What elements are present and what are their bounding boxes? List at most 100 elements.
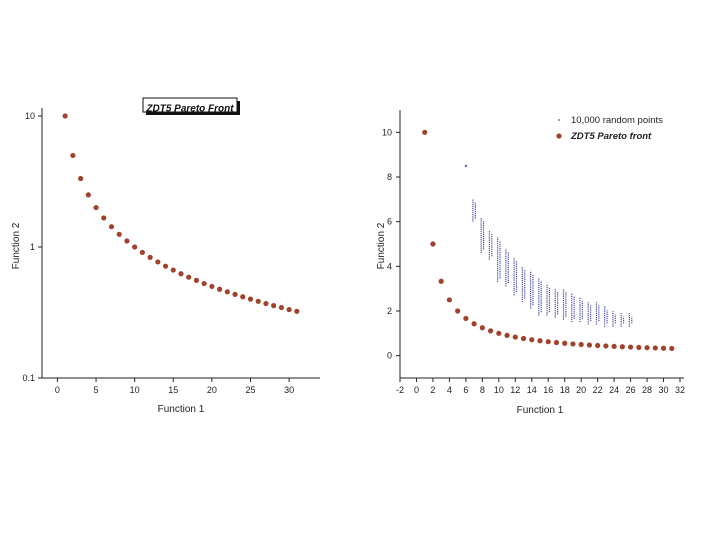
left-x-tick-label: 10 bbox=[130, 385, 140, 395]
right-pareto-point bbox=[438, 278, 444, 284]
right-y-tick-label: 0 bbox=[387, 351, 392, 361]
right-pareto-point bbox=[619, 344, 625, 350]
left-x-tick-label: 30 bbox=[284, 385, 294, 395]
right-pareto-point bbox=[496, 330, 502, 336]
right-pareto-point bbox=[570, 341, 576, 347]
right-pareto-point bbox=[669, 345, 675, 352]
right-legend: 10,000 random points ZDT5 Pareto front bbox=[556, 115, 663, 142]
right-x-tick-label: 18 bbox=[560, 385, 570, 395]
left-pareto-point bbox=[116, 231, 122, 237]
right-pareto-point bbox=[595, 342, 601, 349]
left-pareto-point bbox=[186, 274, 192, 280]
right-pareto-point bbox=[422, 129, 428, 135]
left-pareto-point bbox=[85, 192, 91, 198]
right-pareto-point bbox=[430, 241, 436, 247]
left-pareto-point bbox=[132, 244, 138, 250]
right-pareto-point bbox=[553, 339, 560, 346]
left-y-tick-label: 0.1 bbox=[22, 373, 35, 383]
right-pareto-point bbox=[479, 325, 485, 331]
left-x-axis-label: Function 1 bbox=[158, 404, 205, 415]
right-pareto-point bbox=[627, 344, 634, 350]
right-pareto-point bbox=[463, 315, 469, 322]
left-pareto-point bbox=[101, 215, 107, 221]
left-pareto-point bbox=[247, 296, 254, 302]
right-pareto-point bbox=[537, 338, 543, 344]
right-x-tick-label: 2 bbox=[430, 385, 435, 395]
right-x-tick-label: 24 bbox=[609, 385, 619, 395]
right-pareto-point bbox=[586, 342, 593, 348]
left-pareto-point bbox=[124, 238, 130, 244]
left-x-tick-label: 0 bbox=[55, 385, 60, 395]
right-pareto-point bbox=[578, 341, 584, 348]
right-pareto-point bbox=[446, 297, 453, 303]
right-pareto-point bbox=[636, 344, 642, 351]
left-pareto-point bbox=[147, 254, 153, 260]
right-pareto-point bbox=[512, 334, 518, 340]
left-pareto-point bbox=[294, 308, 300, 314]
right-pareto-point bbox=[562, 340, 568, 346]
left-y-tick-label: 10 bbox=[25, 111, 35, 121]
left-pareto-point bbox=[217, 286, 223, 292]
right-x-tick-label: 0 bbox=[414, 385, 419, 395]
left-chart: ZDT5 Pareto Front 0 5 10 15 20 25 30 0.1 1 10 Fun… bbox=[11, 97, 320, 415]
right-x-tick-label: 20 bbox=[576, 385, 586, 395]
right-pareto-point bbox=[504, 332, 510, 338]
right-x-axis-label: Function 1 bbox=[517, 405, 564, 416]
right-pareto-point bbox=[644, 345, 650, 351]
left-pareto-point bbox=[70, 152, 76, 159]
right-x-tick-label: 10 bbox=[494, 385, 504, 395]
left-x-tick-label: 5 bbox=[94, 385, 99, 395]
right-pareto-point bbox=[487, 328, 494, 334]
right-x-tick-label: 22 bbox=[593, 385, 603, 395]
right-x-tick-label: 6 bbox=[463, 385, 468, 395]
left-x-tick-label: 25 bbox=[245, 385, 255, 395]
right-pareto-point bbox=[471, 321, 477, 327]
left-pareto-point bbox=[209, 283, 215, 290]
legend-marker-random bbox=[558, 119, 560, 121]
right-pareto-point bbox=[455, 308, 461, 314]
left-pareto-point bbox=[78, 175, 84, 182]
right-pareto-point bbox=[611, 343, 617, 349]
right-pareto-point bbox=[545, 339, 551, 345]
right-pareto-point bbox=[652, 345, 658, 351]
left-pareto-point bbox=[93, 204, 99, 211]
right-pareto-point bbox=[529, 337, 535, 343]
left-pareto-point bbox=[162, 263, 169, 269]
right-pareto-point bbox=[603, 343, 609, 349]
left-pareto-point bbox=[155, 259, 161, 265]
right-y-tick-label: 8 bbox=[387, 172, 392, 182]
left-x-tick-label: 15 bbox=[168, 385, 178, 395]
right-y-tick-label: 4 bbox=[387, 261, 392, 271]
left-pareto-point bbox=[193, 277, 200, 283]
legend-marker-pareto bbox=[556, 133, 562, 139]
right-x-tick-label: -2 bbox=[396, 385, 404, 395]
right-x-tick-label: 16 bbox=[543, 385, 553, 395]
right-y-tick-label: 6 bbox=[387, 217, 392, 227]
right-x-tick-label: 32 bbox=[675, 385, 685, 395]
right-y-axis-label: Function 2 bbox=[376, 222, 387, 269]
random-point bbox=[464, 164, 467, 167]
legend-label-random: 10,000 random points bbox=[571, 115, 663, 126]
left-pareto-point bbox=[62, 113, 68, 119]
legend-label-pareto: ZDT5 Pareto front bbox=[570, 131, 652, 142]
left-pareto-point bbox=[170, 267, 176, 273]
left-pareto-point bbox=[263, 300, 269, 307]
right-pareto-point bbox=[520, 335, 527, 342]
right-x-tick-label: 12 bbox=[510, 385, 520, 395]
left-pareto-point bbox=[271, 303, 277, 309]
right-x-tick-label: 14 bbox=[527, 385, 537, 395]
right-pareto-point bbox=[660, 345, 667, 351]
left-pareto-point bbox=[232, 291, 238, 297]
left-title-box: ZDT5 Pareto Front bbox=[142, 97, 240, 115]
right-y-tick-label: 10 bbox=[382, 127, 392, 137]
left-pareto-point bbox=[108, 224, 115, 230]
left-y-axis-label: Function 2 bbox=[11, 222, 22, 269]
right-y-tick-label: 2 bbox=[387, 306, 392, 316]
left-chart-title: ZDT5 Pareto Front bbox=[145, 104, 234, 115]
right-x-tick-label: 30 bbox=[659, 385, 669, 395]
left-pareto-point bbox=[178, 271, 184, 277]
left-pareto-point bbox=[278, 304, 284, 311]
right-x-tick-label: 4 bbox=[447, 385, 452, 395]
